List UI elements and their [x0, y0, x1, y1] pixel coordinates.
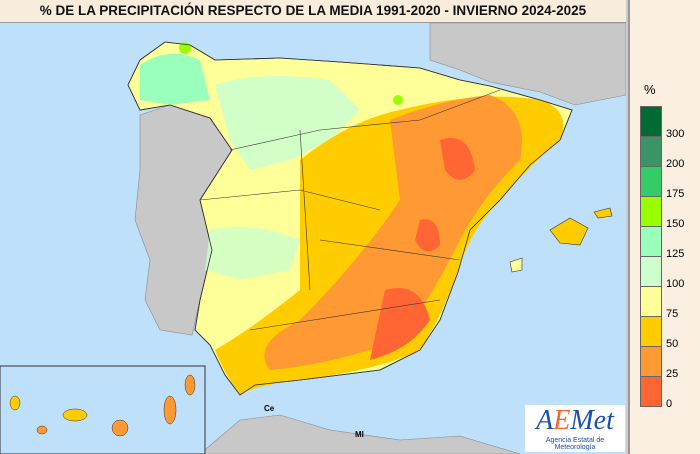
spain: [127, 41, 573, 396]
legend-swatch: [640, 166, 662, 197]
legend-label: 100: [666, 278, 685, 290]
legend-label: 50: [666, 338, 679, 350]
ibiza: [509, 257, 523, 273]
canary-islands: [9, 374, 196, 437]
color-legend: % 300 200 175 150 125 100 75 50 25 0: [628, 0, 700, 454]
legend-swatch: [640, 256, 662, 287]
africa: [199, 414, 521, 454]
legend-swatch: [640, 136, 662, 167]
legend-swatch: [640, 196, 662, 227]
map-title: % DE LA PRECIPITACIÓN RESPECTO DE LA MED…: [0, 0, 626, 23]
city-label-melilla: Ml: [355, 430, 364, 439]
legend-swatch: [640, 106, 662, 137]
precipitation-map: [0, 23, 626, 454]
logo-subtitle: Agencia Estatal de Meteorología: [545, 437, 605, 451]
logo-wordmark: AEMet: [536, 405, 614, 436]
legend-swatch: [640, 226, 662, 257]
legend-label: 175: [666, 188, 685, 200]
legend-label: 150: [666, 218, 685, 230]
legend-label: 75: [666, 308, 679, 320]
mallorca: [549, 217, 589, 246]
legend-unit: %: [644, 82, 656, 97]
legend-swatch: [640, 376, 662, 407]
legend-label: 25: [666, 368, 679, 380]
legend-label: 300: [666, 128, 685, 140]
city-label-ceuta: Ce: [264, 404, 275, 413]
legend-label: 125: [666, 248, 685, 260]
france: [429, 23, 626, 106]
legend-label: 0: [666, 398, 673, 410]
legend-swatch: [640, 346, 662, 377]
legend-label: 200: [666, 158, 685, 170]
legend-swatch: [640, 316, 662, 347]
aemet-logo: AEMet Agencia Estatal de Meteorología: [525, 405, 625, 452]
legend-swatch: [640, 286, 662, 317]
menorca: [593, 207, 613, 219]
